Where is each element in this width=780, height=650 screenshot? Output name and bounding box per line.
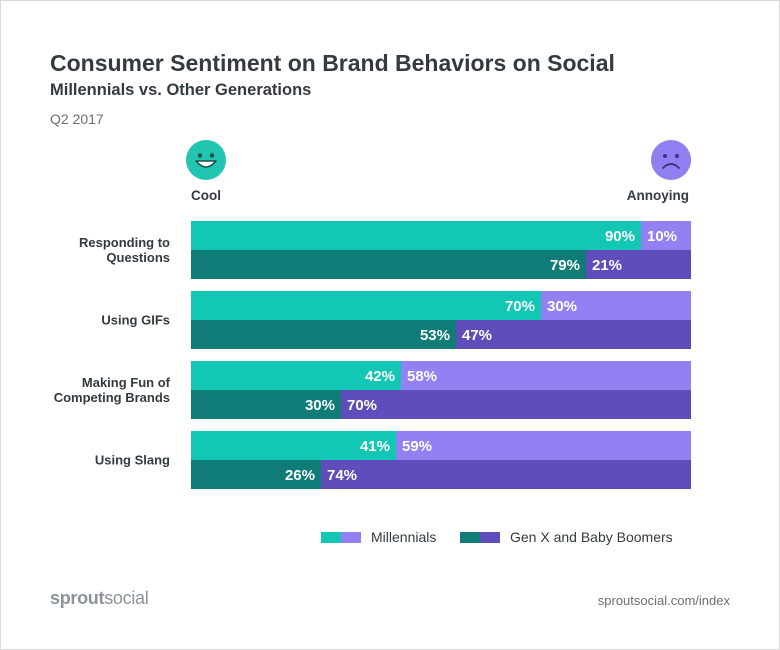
data-label-genx-annoying-2: 70% (347, 397, 377, 414)
data-label-genx-annoying-0: 21% (592, 257, 622, 274)
source-url: sproutsocial.com/index (597, 593, 730, 608)
bar-genx-cool-3 (191, 460, 321, 489)
legend-item-millennials: Millennials (321, 528, 436, 546)
data-label-genx-annoying-1: 47% (462, 327, 492, 344)
data-label-millennials-cool-3: 41% (360, 438, 390, 455)
data-label-genx-cool-1: 53% (420, 327, 450, 344)
bar-millennials-annoying-2 (401, 361, 691, 390)
bar-millennials-cool-1 (191, 291, 541, 320)
data-label-millennials-annoying-3: 59% (402, 438, 432, 455)
data-label-genx-cool-2: 30% (305, 397, 335, 414)
bar-millennials-annoying-1 (541, 291, 691, 320)
data-label-millennials-cool-1: 70% (505, 298, 535, 315)
chart-period: Q2 2017 (50, 111, 104, 127)
sprout-social-logo: sproutsocial (50, 588, 149, 608)
bar-millennials-cool-2 (191, 361, 401, 390)
data-label-genx-annoying-3: 74% (327, 467, 357, 484)
data-label-millennials-cool-2: 42% (365, 368, 395, 385)
category-label-0: Responding to Questions (79, 235, 170, 265)
legend-label-genx: Gen X and Baby Boomers (510, 529, 673, 545)
bar-genx-cool-0 (191, 250, 586, 279)
bar-millennials-annoying-0 (641, 221, 691, 250)
legend-swatch-millennials-annoying (341, 531, 361, 543)
data-label-genx-cool-0: 79% (550, 257, 580, 274)
data-label-millennials-annoying-2: 58% (407, 368, 437, 385)
legend-swatch-millennials-cool (321, 531, 341, 543)
legend-swatch-genx-cool (460, 531, 480, 543)
frowning-face-icon (651, 140, 691, 180)
frowning-face-circle (651, 140, 691, 180)
bar-genx-annoying-2 (341, 390, 691, 419)
legend-label-millennials: Millennials (371, 529, 437, 545)
cool-end-label: Cool (191, 188, 221, 203)
bar-genx-cool-1 (191, 320, 456, 349)
legend-swatch-genx-annoying (480, 531, 500, 543)
data-label-millennials-annoying-0: 10% (647, 228, 677, 245)
bar-genx-annoying-0 (586, 250, 691, 279)
bar-genx-cool-2 (191, 390, 341, 419)
legend-item-genx: Gen X and Baby Boomers (460, 528, 673, 546)
smiling-face-circle (186, 140, 226, 180)
bar-millennials-cool-3 (191, 431, 396, 460)
category-label-1: Using GIFs (101, 313, 170, 328)
chart-title: Consumer Sentiment on Brand Behaviors on… (50, 50, 615, 76)
data-label-millennials-annoying-1: 30% (547, 298, 577, 315)
category-label-3: Using Slang (95, 453, 170, 468)
bar-millennials-cool-0 (191, 221, 641, 250)
smiling-face-icon (186, 140, 226, 180)
bar-genx-annoying-1 (456, 320, 691, 349)
annoying-end-label: Annoying (626, 188, 689, 203)
data-label-millennials-cool-0: 90% (605, 228, 635, 245)
category-label-2: Making Fun of Competing Brands (54, 375, 171, 405)
bar-millennials-annoying-3 (396, 431, 691, 460)
data-label-genx-cool-3: 26% (285, 467, 315, 484)
chart-subtitle: Millennials vs. Other Generations (50, 81, 312, 99)
bar-genx-annoying-3 (321, 460, 691, 489)
